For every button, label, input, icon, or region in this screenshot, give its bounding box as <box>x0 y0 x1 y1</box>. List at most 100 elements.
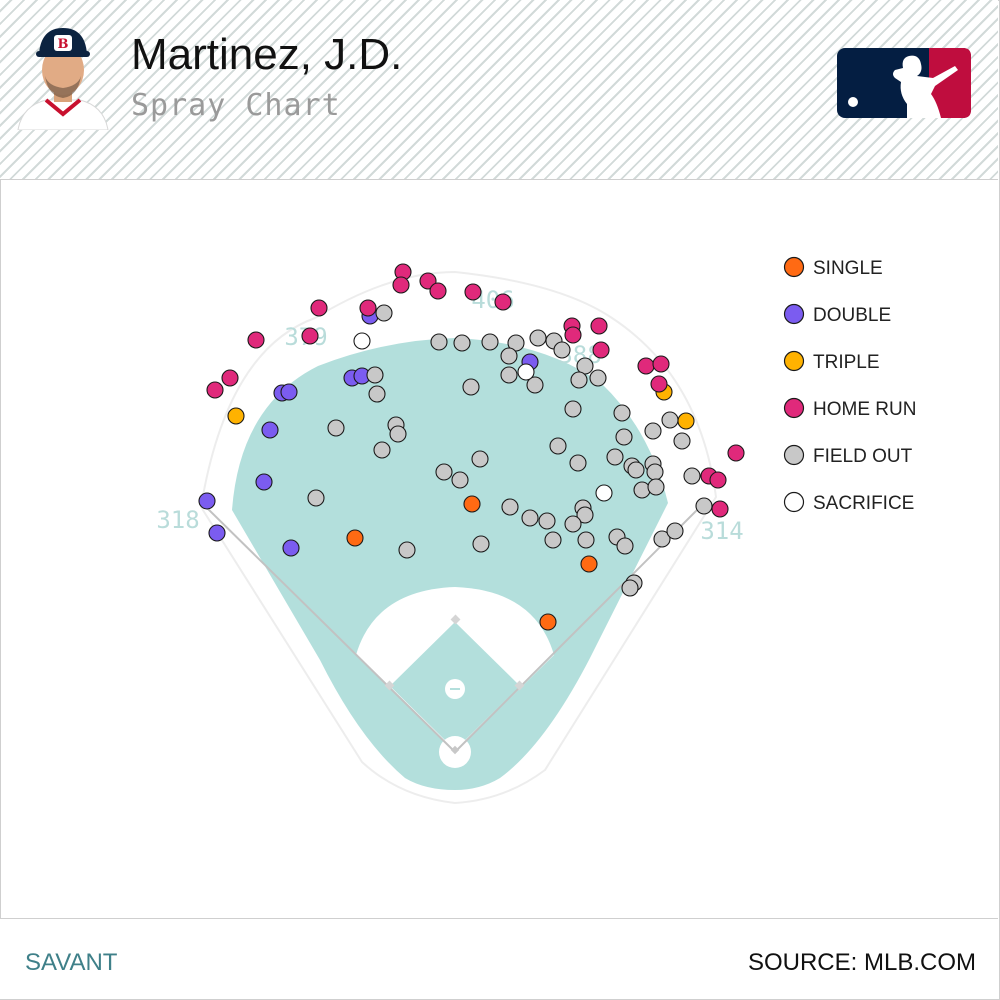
hit-point-field-out[interactable] <box>501 498 519 516</box>
hit-point-field-out[interactable] <box>646 463 664 481</box>
hit-point-home-run[interactable] <box>206 381 224 399</box>
hit-point-home-run[interactable] <box>247 331 265 349</box>
hit-point-home-run[interactable] <box>592 341 610 359</box>
hit-point-home-run[interactable] <box>301 327 319 345</box>
hit-point-home-run[interactable] <box>652 355 670 373</box>
hit-point-field-out[interactable] <box>373 441 391 459</box>
hit-point-field-out[interactable] <box>375 304 393 322</box>
hit-point-home-run[interactable] <box>429 282 447 300</box>
hit-points <box>198 263 745 631</box>
legend-label-single: SINGLE <box>813 258 883 279</box>
hit-point-field-out[interactable] <box>683 467 701 485</box>
hit-point-home-run[interactable] <box>464 283 482 301</box>
hit-point-field-out[interactable] <box>538 512 556 530</box>
first-base <box>514 680 525 691</box>
svg-text:B: B <box>58 37 69 52</box>
hit-point-field-out[interactable] <box>398 541 416 559</box>
hit-point-home-run[interactable] <box>709 471 727 489</box>
third-base <box>384 680 395 691</box>
hit-point-field-out[interactable] <box>647 478 665 496</box>
hit-point-field-out[interactable] <box>613 404 631 422</box>
hit-point-field-out[interactable] <box>451 471 469 489</box>
hit-point-home-run[interactable] <box>637 357 655 375</box>
hit-point-field-out[interactable] <box>366 366 384 384</box>
hit-point-field-out[interactable] <box>577 531 595 549</box>
hit-point-sacrifice[interactable] <box>595 484 613 502</box>
hit-point-triple[interactable] <box>227 407 245 425</box>
hit-point-field-out[interactable] <box>526 376 544 394</box>
second-base <box>450 614 461 625</box>
hit-point-field-out[interactable] <box>616 537 634 555</box>
mlb-logo-icon <box>837 48 971 118</box>
hit-point-home-run[interactable] <box>727 444 745 462</box>
hit-point-single[interactable] <box>580 555 598 573</box>
hit-point-sacrifice[interactable] <box>517 363 535 381</box>
hit-point-double[interactable] <box>261 421 279 439</box>
hit-point-field-out[interactable] <box>653 530 671 548</box>
hit-point-home-run[interactable] <box>310 299 328 317</box>
hit-point-field-out[interactable] <box>529 329 547 347</box>
hit-point-field-out[interactable] <box>553 341 571 359</box>
hit-point-triple[interactable] <box>677 412 695 430</box>
hit-point-double[interactable] <box>282 539 300 557</box>
hit-point-field-out[interactable] <box>673 432 691 450</box>
hit-point-field-out[interactable] <box>453 334 471 352</box>
hit-point-home-run[interactable] <box>392 276 410 294</box>
hit-point-field-out[interactable] <box>368 385 386 403</box>
hit-point-home-run[interactable] <box>494 293 512 311</box>
hit-point-field-out[interactable] <box>606 448 624 466</box>
legend-swatch-double <box>783 303 805 325</box>
hit-point-home-run[interactable] <box>564 326 582 344</box>
hit-point-field-out[interactable] <box>500 366 518 384</box>
legend-swatch-home-run <box>783 397 805 419</box>
hit-point-home-run[interactable] <box>359 299 377 317</box>
hit-point-field-out[interactable] <box>576 506 594 524</box>
hit-point-field-out[interactable] <box>544 531 562 549</box>
legend-label-field-out: FIELD OUT <box>813 446 913 467</box>
hit-point-field-out[interactable] <box>621 579 639 597</box>
player-headshot-icon: B <box>17 28 109 130</box>
hit-point-double[interactable] <box>280 383 298 401</box>
hit-point-home-run[interactable] <box>711 500 729 518</box>
hit-point-sacrifice[interactable] <box>353 332 371 350</box>
hit-point-field-out[interactable] <box>570 371 588 389</box>
chart-header: B Martinez, J.D. Spray Chart <box>0 0 998 180</box>
hit-point-field-out[interactable] <box>327 419 345 437</box>
hit-point-field-out[interactable] <box>661 411 679 429</box>
hit-point-field-out[interactable] <box>564 400 582 418</box>
hit-point-field-out[interactable] <box>462 378 480 396</box>
hit-point-field-out[interactable] <box>481 333 499 351</box>
distance-label: 318 <box>156 506 199 534</box>
hit-point-field-out[interactable] <box>500 347 518 365</box>
hit-point-home-run[interactable] <box>650 375 668 393</box>
hit-point-field-out[interactable] <box>430 333 448 351</box>
hit-point-field-out[interactable] <box>615 428 633 446</box>
hit-point-single[interactable] <box>463 495 481 513</box>
hit-point-field-out[interactable] <box>564 515 582 533</box>
distance-label: 314 <box>700 517 743 545</box>
legend-swatch-sacrifice <box>783 491 805 513</box>
hit-point-field-out[interactable] <box>549 437 567 455</box>
hit-point-field-out[interactable] <box>435 463 453 481</box>
hit-point-field-out[interactable] <box>569 454 587 472</box>
hit-point-double[interactable] <box>198 492 216 510</box>
hit-point-field-out[interactable] <box>507 334 525 352</box>
hit-point-field-out[interactable] <box>695 497 713 515</box>
hit-point-field-out[interactable] <box>521 509 539 527</box>
hit-point-field-out[interactable] <box>627 461 645 479</box>
hit-point-single[interactable] <box>539 613 557 631</box>
hit-point-field-out[interactable] <box>633 481 651 499</box>
hit-point-field-out[interactable] <box>589 369 607 387</box>
hit-point-field-out[interactable] <box>666 522 684 540</box>
hit-point-field-out[interactable] <box>389 425 407 443</box>
hit-point-field-out[interactable] <box>644 422 662 440</box>
hit-point-home-run[interactable] <box>221 369 239 387</box>
hit-point-double[interactable] <box>255 473 273 491</box>
hit-point-double[interactable] <box>208 524 226 542</box>
hit-point-field-out[interactable] <box>471 450 489 468</box>
hit-point-field-out[interactable] <box>307 489 325 507</box>
hit-point-field-out[interactable] <box>472 535 490 553</box>
hit-point-home-run[interactable] <box>590 317 608 335</box>
hit-point-single[interactable] <box>346 529 364 547</box>
